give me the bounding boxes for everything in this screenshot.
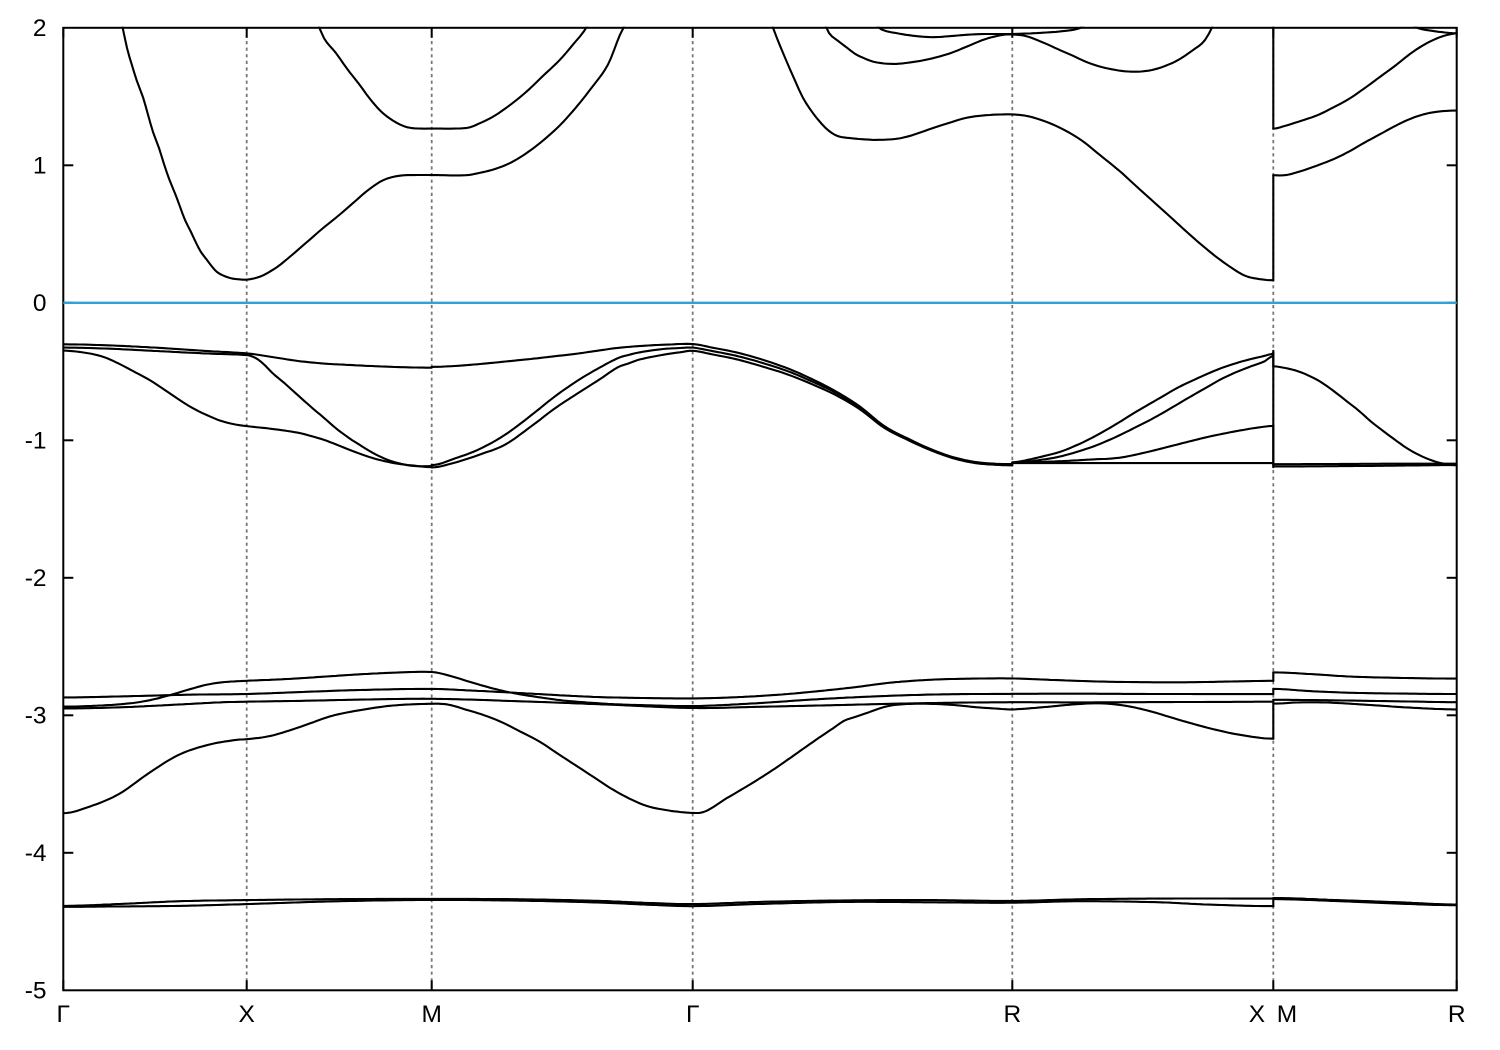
svg-text:Γ: Γ <box>686 1001 700 1028</box>
svg-text:M: M <box>421 1001 441 1028</box>
svg-text:Γ: Γ <box>57 1001 71 1028</box>
svg-text:R: R <box>1448 1001 1466 1028</box>
svg-text:X: X <box>239 1001 255 1028</box>
svg-text:0: 0 <box>33 290 47 317</box>
svg-text:-4: -4 <box>25 840 47 867</box>
svg-text:M: M <box>1277 1001 1297 1028</box>
svg-text:-2: -2 <box>25 565 47 592</box>
svg-text:-1: -1 <box>25 428 47 455</box>
svg-text:X: X <box>1249 1001 1265 1028</box>
svg-text:1: 1 <box>33 153 47 180</box>
svg-text:-3: -3 <box>25 703 47 730</box>
svg-text:2: 2 <box>33 15 47 42</box>
svg-text:R: R <box>1003 1001 1021 1028</box>
svg-text:-5: -5 <box>25 978 47 1005</box>
